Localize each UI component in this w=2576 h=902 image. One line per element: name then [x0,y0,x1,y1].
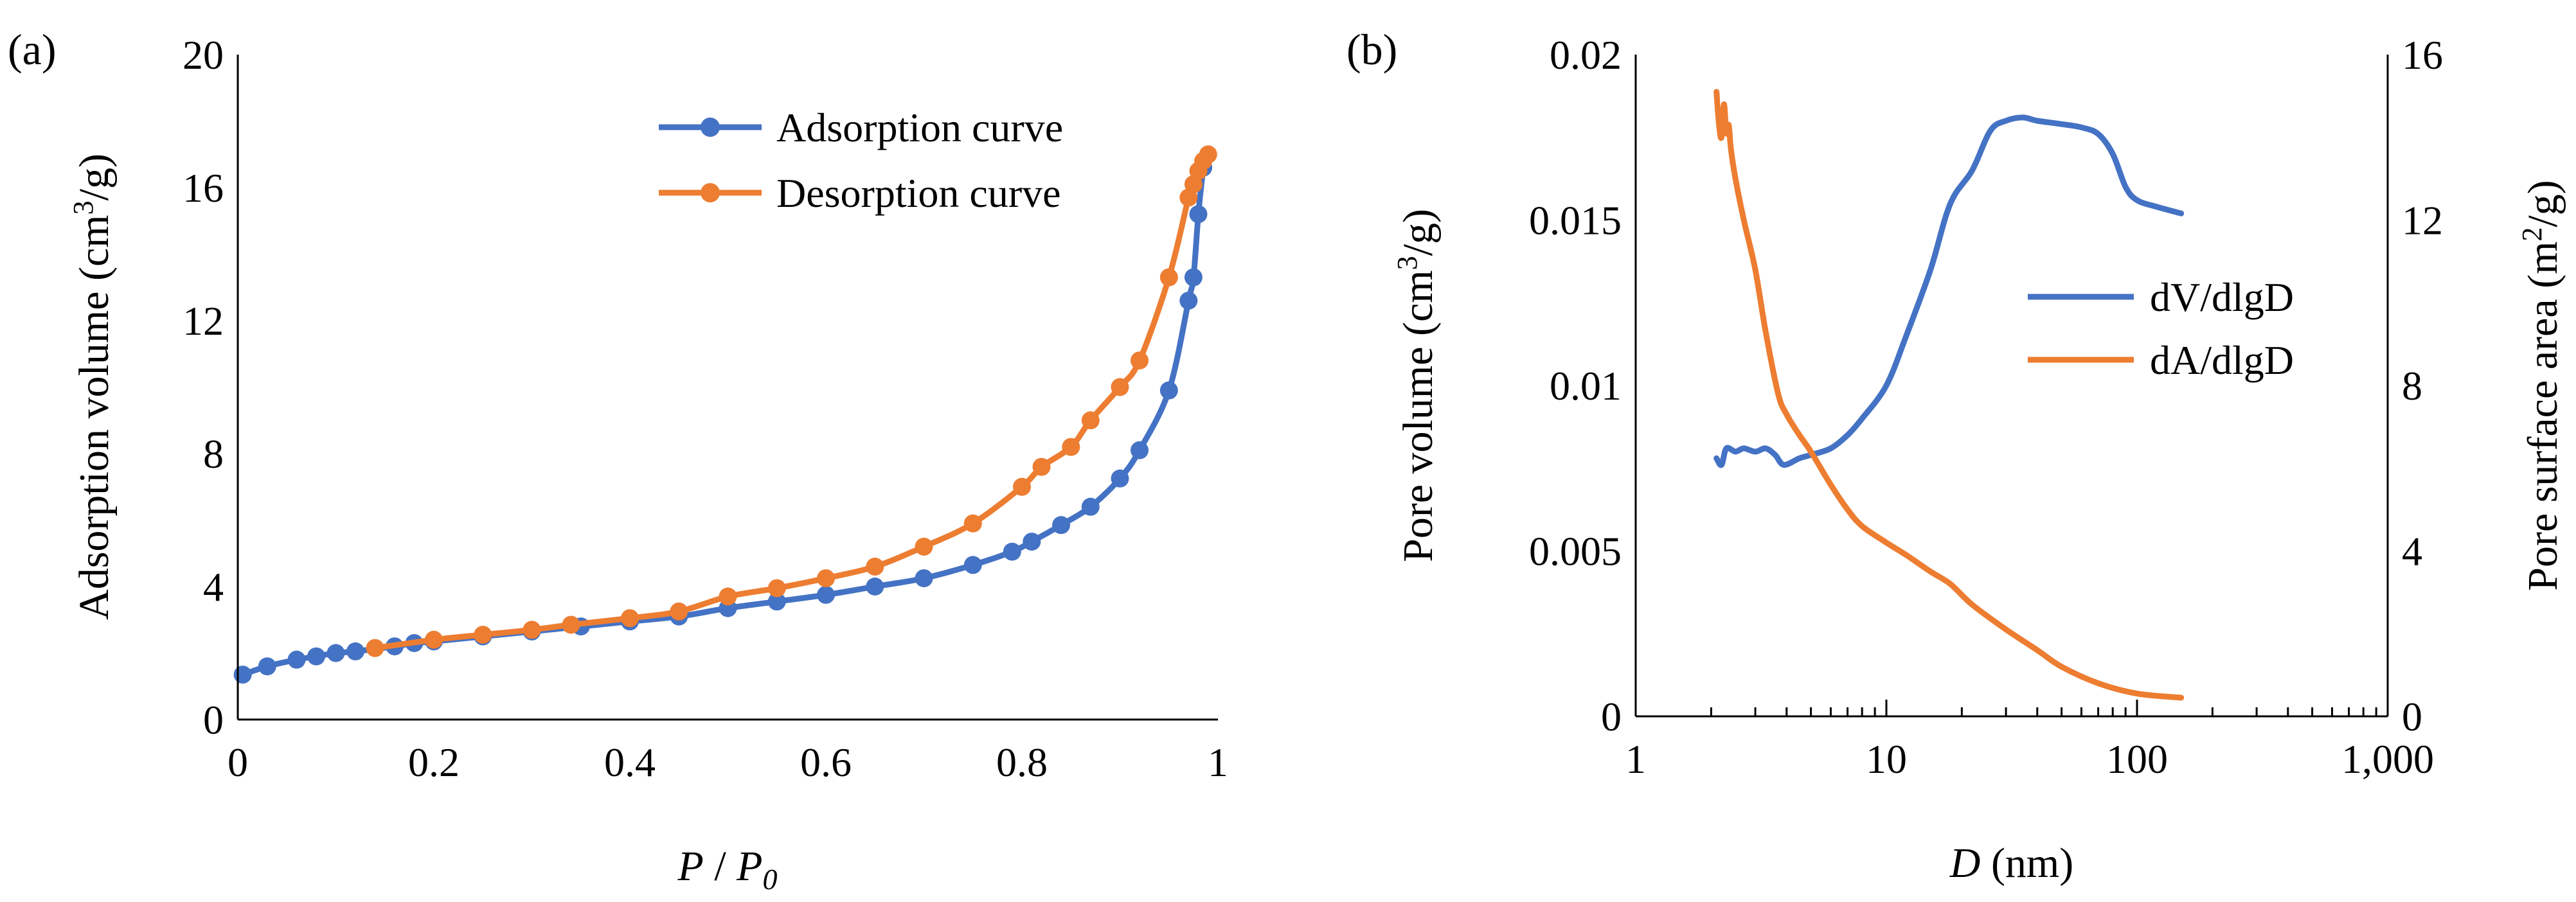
data-point [866,578,884,596]
panel-b-x-axis-label: D (nm) [1949,840,2073,887]
data-point [366,639,384,657]
data-point [326,644,345,662]
data-point [1003,542,1021,561]
panel-b-y2-tick-label: 0 [2402,694,2422,739]
legend-label-adsorption: Adsorption curve [776,105,1063,150]
data-point [1013,477,1031,496]
data-point [346,642,364,660]
legend-marker-adsorption [701,118,720,137]
data-point [915,537,933,556]
panel-b-legend: dV/dlgD dA/dlgD [2028,274,2294,383]
panel-b-x-tick-label: 1,000 [2341,736,2434,782]
data-point [1159,381,1178,400]
panel-b-series [1713,89,2185,701]
panel-b-y2-tick-label: 16 [2402,32,2443,78]
data-point [1032,457,1051,476]
data-point [817,585,835,604]
data-point [817,569,835,588]
data-point [307,647,325,666]
panel-a-y-ticks: 0 4 8 12 16 20 [183,32,224,743]
panel-b-y2-tick-label: 8 [2402,363,2422,409]
panel-b-y2-tick-label: 12 [2402,198,2443,243]
data-point [1131,351,1149,370]
data-point [523,621,541,639]
legend-label-dv: dV/dlgD [2150,274,2294,320]
panel-b-y-axis-label-right: Pore surface area (m2/g) [2516,180,2566,591]
data-point [1111,378,1129,396]
data-point [963,556,982,574]
series-line-da-dlgd [1713,89,2185,701]
panel-b-y-tick-label: 0.01 [1550,363,1622,409]
data-point [1199,145,1217,164]
panel-a-x-tick-label: 0.8 [996,739,1048,785]
series-line-dv-dlgd [1713,114,2185,468]
series-line-desorption-curve [374,152,1211,651]
data-point [474,626,492,644]
data-point [1062,438,1080,456]
panel-a-label: (a) [8,25,56,74]
panel-a-y-tick-label: 20 [183,32,224,78]
data-point [866,558,884,576]
legend-label-da: dA/dlgD [2150,337,2294,383]
panel-b: (b) 1 10 100 1,000 0 0.005 0.01 0.015 0.02 0 4 8 1… [1346,25,2566,887]
panel-a-y-tick-label: 12 [183,298,224,344]
data-point [719,587,737,606]
panel-b-label: (b) [1346,25,1397,74]
data-point [767,579,786,597]
data-point [1131,441,1149,459]
data-point [1081,411,1100,430]
data-point [233,666,252,684]
panel-b-y-tick-label: 0.005 [1529,529,1622,574]
panel-a-y-axis-label: Adsorption volume (cm3/g) [67,154,118,620]
panel-b-y-ticks-left: 0 0.005 0.01 0.015 0.02 [1529,32,1622,739]
panel-a-x-tick-label: 0.4 [604,739,656,785]
data-point [1081,497,1100,516]
legend-label-desorption: Desorption curve [776,170,1061,216]
panel-a-y-tick-label: 8 [203,431,224,477]
panel-a-x-tick-label: 0 [228,739,248,785]
panel-b-y-ticks-right: 0 4 8 12 16 [2402,32,2443,739]
data-point [562,615,580,634]
data-point [1189,205,1208,224]
panel-b-y-tick-label: 0.02 [1550,32,1622,78]
data-point [425,630,443,649]
panel-a-y-tick-label: 0 [203,697,224,743]
panel-a-x-ticks: 0 0.2 0.4 0.6 0.8 1 [228,739,1228,785]
data-point [258,657,276,676]
panel-a-x-tick-label: 0.6 [800,739,852,785]
panel-a-y-tick-label: 4 [203,564,224,610]
data-point [670,602,688,621]
panel-a: (a) 0 0.2 0.4 0.6 0.8 1 0 4 8 12 16 20 P / P0 Adso… [8,25,1228,896]
data-point [1179,292,1198,310]
data-point [1111,469,1129,488]
panel-b-y-axis-label-left: Pore volume (cm3/g) [1391,209,1442,562]
panel-b-x-tick-label: 1 [1625,736,1646,782]
data-point [287,650,306,669]
panel-b-x-tick-label: 100 [2106,736,2168,782]
data-point [915,569,933,588]
panel-a-x-tick-label: 1 [1208,739,1228,785]
panel-a-y-tick-label: 16 [183,165,224,211]
data-point [1052,516,1070,535]
data-point [1184,268,1203,287]
panel-b-x-tick-label: 10 [1866,736,1907,782]
data-point [621,609,639,628]
panel-a-x-tick-label: 0.2 [408,739,460,785]
data-point [963,514,982,533]
panel-a-legend: Adsorption curve Desorption curve [659,105,1063,216]
data-point [1159,268,1178,287]
panel-a-x-axis-label: P / P0 [677,843,778,896]
data-point [1023,533,1041,551]
legend-marker-desorption [701,183,720,202]
data-point [767,592,786,611]
panel-b-y-tick-label: 0 [1601,694,1622,739]
panel-b-y-tick-label: 0.015 [1529,198,1622,243]
panel-a-series [233,145,1217,684]
panel-b-x-ticks: 1 10 100 1,000 [1625,700,2434,782]
panel-b-y2-tick-label: 4 [2402,529,2422,574]
